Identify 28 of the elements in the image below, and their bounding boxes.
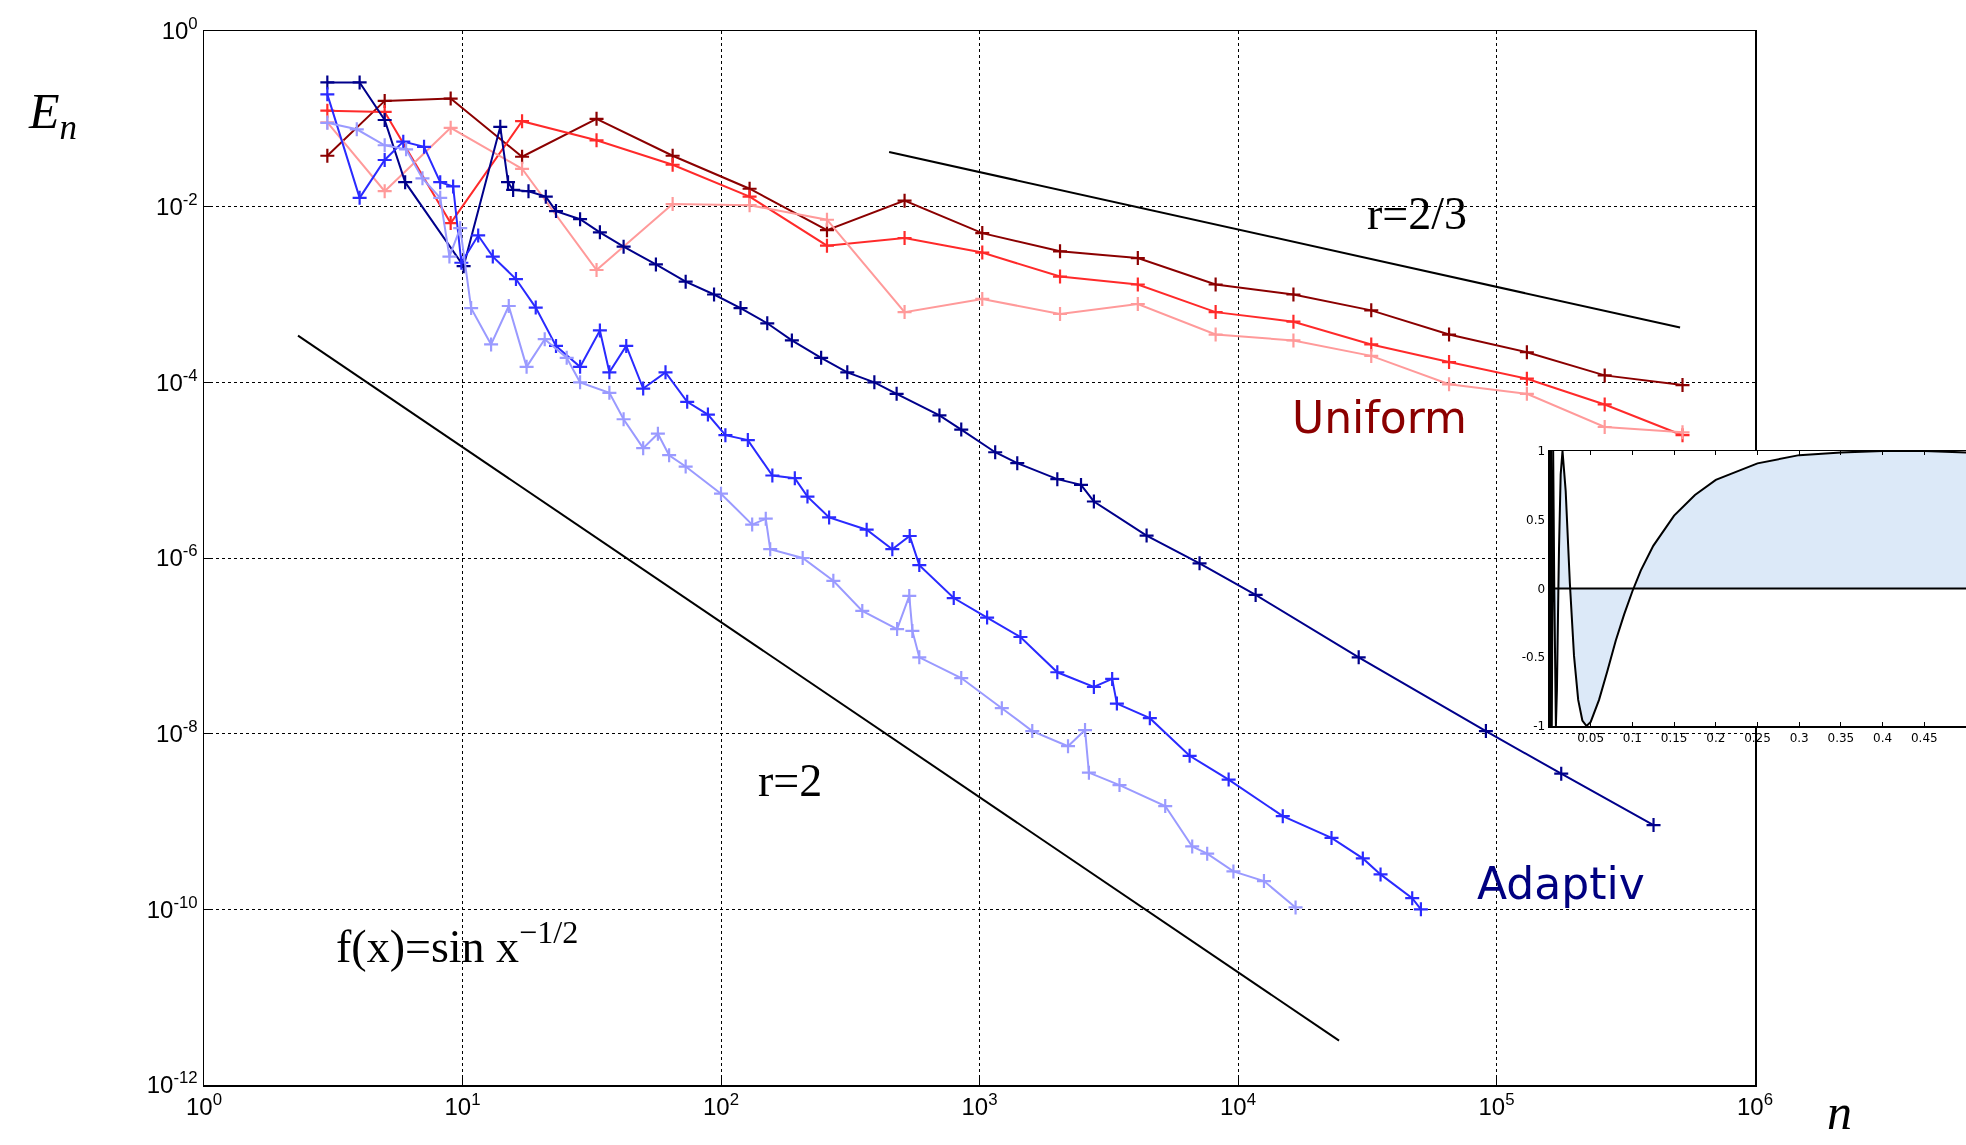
x-axis-title: n — [1827, 1084, 1852, 1140]
x-tick-label: 0.45 — [1910, 730, 1938, 745]
x-tick-label: 10$^{6}$ — [1736, 1090, 1774, 1121]
x-tick-label: 0.3 — [1789, 730, 1809, 745]
x-tick-label: 10$^{2}$ — [702, 1090, 740, 1121]
annotation: Uniform — [1292, 392, 1467, 443]
annotation: f(x)=sin x$^{−1/2}$ — [336, 914, 579, 973]
x-tick-label: 10$^{5}$ — [1478, 1090, 1515, 1121]
y-tick-label: 10$^{-2}$ — [156, 189, 198, 221]
y-tick-label: -1 — [1533, 719, 1546, 734]
y-tick-label: 0.5 — [1526, 512, 1546, 527]
x-tick-label: 10$^{4}$ — [1219, 1090, 1257, 1121]
y-tick-label: 1 — [1537, 444, 1546, 459]
x-tick-label: 10$^{3}$ — [961, 1090, 998, 1121]
y-tick-label: 10$^{-10}$ — [146, 892, 198, 923]
annotation: r=2/3 — [1367, 188, 1468, 239]
y-tick-label: 0 — [1537, 581, 1546, 596]
y-axis-title: E$_{n}$ — [28, 83, 78, 147]
y-tick-label: -0.5 — [1521, 650, 1546, 665]
x-tick-label: 10$^{1}$ — [444, 1090, 481, 1121]
x-tick-label: 0.4 — [1873, 730, 1893, 745]
y-tick-label: 10$^{-6}$ — [156, 541, 198, 572]
annotation: r=2 — [758, 755, 823, 806]
x-tick-label: 0.35 — [1827, 730, 1855, 745]
annotation: Adaptiv — [1477, 858, 1645, 909]
y-tick-label: 10$^{0}$ — [161, 14, 198, 45]
y-tick-label: 10$^{-8}$ — [156, 716, 198, 748]
y-tick-label: 10$^{-4}$ — [156, 365, 198, 396]
